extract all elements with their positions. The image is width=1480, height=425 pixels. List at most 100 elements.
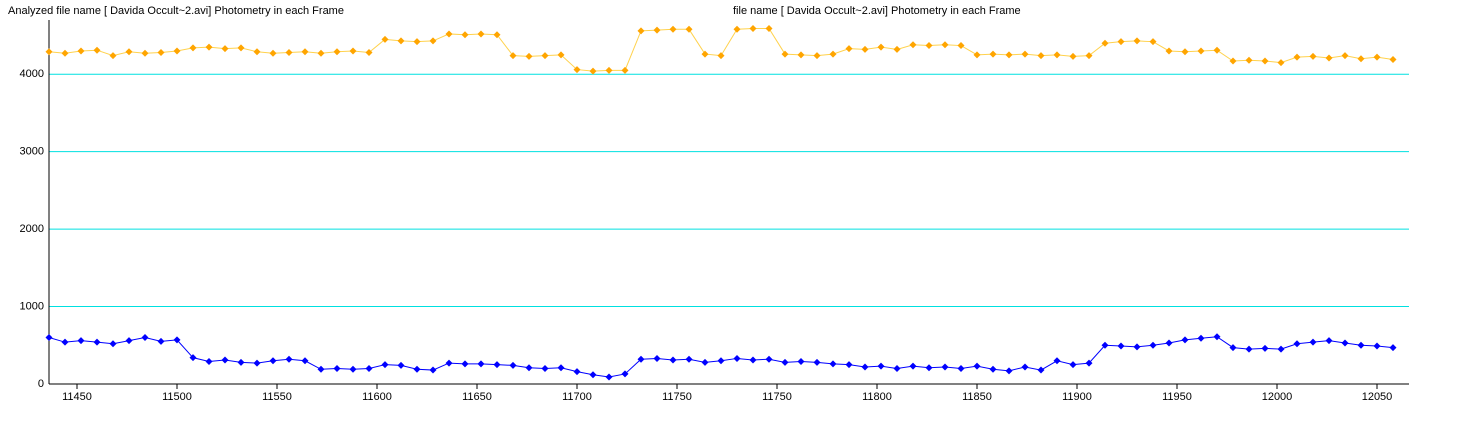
- data-point: [221, 45, 229, 53]
- data-point: [141, 49, 149, 57]
- data-point: [1373, 342, 1381, 350]
- data-point: [541, 52, 549, 60]
- data-point: [1277, 345, 1285, 353]
- data-point: [509, 361, 517, 369]
- data-point: [733, 354, 741, 362]
- data-point: [621, 66, 629, 74]
- data-point: [1197, 334, 1205, 342]
- data-point: [701, 358, 709, 366]
- data-point: [1389, 344, 1397, 352]
- data-point: [397, 37, 405, 45]
- data-point: [109, 340, 117, 348]
- data-point: [141, 334, 149, 342]
- data-point: [813, 358, 821, 366]
- data-point: [973, 51, 981, 59]
- y-tick-label: 0: [38, 378, 44, 390]
- data-point: [413, 365, 421, 373]
- data-point: [1213, 333, 1221, 341]
- data-point: [781, 50, 789, 58]
- data-point: [845, 45, 853, 53]
- data-point: [1357, 55, 1365, 63]
- data-point: [173, 47, 181, 55]
- data-point: [1341, 52, 1349, 60]
- data-point: [93, 46, 101, 54]
- x-tick-label: 11850: [962, 391, 992, 403]
- data-point: [1277, 59, 1285, 67]
- data-point: [1005, 367, 1013, 375]
- data-point: [1229, 57, 1237, 65]
- x-tick-label: 11600: [362, 391, 392, 403]
- data-point: [1133, 343, 1141, 351]
- data-point: [61, 338, 69, 346]
- data-point: [525, 52, 533, 60]
- data-point: [317, 365, 325, 373]
- y-tick-label: 4000: [20, 68, 44, 80]
- data-point: [749, 356, 757, 364]
- data-point: [717, 52, 725, 60]
- data-point: [573, 368, 581, 376]
- data-point: [829, 50, 837, 58]
- data-point: [221, 356, 229, 364]
- data-point: [621, 370, 629, 378]
- data-point: [429, 366, 437, 374]
- data-point: [285, 355, 293, 363]
- data-point: [61, 49, 69, 57]
- data-point: [861, 45, 869, 53]
- data-point: [1021, 363, 1029, 371]
- data-point: [781, 358, 789, 366]
- y-tick-label: 2000: [20, 223, 44, 235]
- data-point: [1373, 53, 1381, 61]
- x-tick-label: 11650: [462, 391, 492, 403]
- data-point: [1245, 345, 1253, 353]
- data-point: [349, 365, 357, 373]
- data-point: [1117, 38, 1125, 46]
- data-point: [1101, 341, 1109, 349]
- data-point: [1213, 46, 1221, 54]
- data-point: [1085, 359, 1093, 367]
- x-tick-label: 11750: [662, 391, 692, 403]
- data-point: [1149, 38, 1157, 46]
- data-point: [877, 362, 885, 370]
- data-point: [941, 41, 949, 49]
- data-point: [1037, 366, 1045, 374]
- data-point: [765, 25, 773, 33]
- data-point: [125, 48, 133, 56]
- x-tick-label: 11900: [1062, 391, 1092, 403]
- data-point: [205, 43, 213, 51]
- data-point: [797, 51, 805, 59]
- data-point: [317, 49, 325, 57]
- data-point: [45, 48, 53, 56]
- data-point: [109, 52, 117, 60]
- data-point: [861, 363, 869, 371]
- data-point: [253, 48, 261, 56]
- data-point: [1165, 47, 1173, 55]
- data-point: [605, 66, 613, 74]
- data-point: [637, 355, 645, 363]
- x-tick-label: 11750: [762, 391, 792, 403]
- x-tick-label: 11950: [1162, 391, 1192, 403]
- data-point: [1149, 341, 1157, 349]
- data-point: [333, 365, 341, 373]
- data-point: [637, 27, 645, 35]
- data-point: [909, 362, 917, 370]
- data-point: [189, 354, 197, 362]
- data-point: [253, 359, 261, 367]
- data-point: [205, 358, 213, 366]
- data-point: [989, 50, 997, 58]
- data-point: [1309, 338, 1317, 346]
- data-point: [397, 361, 405, 369]
- data-point: [685, 355, 693, 363]
- data-point: [301, 48, 309, 56]
- chart-subtitle: file name [ Davida Occult~2.avi] Photome…: [733, 5, 1021, 17]
- data-point: [557, 51, 565, 59]
- data-point: [541, 365, 549, 373]
- data-point: [893, 45, 901, 53]
- data-point: [237, 358, 245, 366]
- data-point: [461, 360, 469, 368]
- data-point: [909, 41, 917, 49]
- data-point: [413, 38, 421, 46]
- chart-title: Analyzed file name [ Davida Occult~2.avi…: [8, 5, 344, 17]
- data-point: [941, 363, 949, 371]
- data-point: [1261, 57, 1269, 65]
- data-point: [1229, 344, 1237, 352]
